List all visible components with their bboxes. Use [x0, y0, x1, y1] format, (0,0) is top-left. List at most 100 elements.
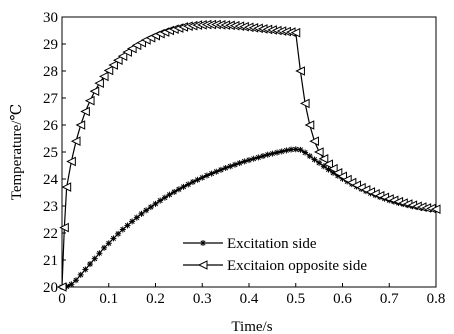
series-2-point: [75, 120, 86, 130]
series-1-point: [96, 250, 103, 257]
series-1-point: [152, 200, 159, 207]
series-2-point: [103, 65, 114, 76]
series-2-point: [117, 51, 128, 61]
series-2-point: [430, 204, 441, 215]
x-tick-label: 0.8: [427, 291, 446, 307]
series-1-point: [166, 191, 173, 198]
series-1-point: [199, 174, 206, 181]
series-2-point: [108, 60, 118, 70]
series-2-point: [94, 78, 104, 88]
series-1-point: [208, 170, 215, 177]
y-tick-label: 26: [43, 118, 59, 134]
series-1-point: [297, 146, 304, 153]
series-2-point: [56, 282, 67, 292]
y-tick-label: 28: [43, 64, 58, 80]
x-tick-label: 0: [58, 291, 66, 307]
series-2-point: [295, 66, 305, 76]
series-1-point: [222, 164, 229, 171]
y-tick-label: 20: [43, 280, 58, 296]
series-2-point: [112, 55, 123, 66]
series-2-point: [318, 153, 329, 164]
series-1-point: [260, 153, 267, 160]
series-1-point: [217, 166, 224, 173]
series-1-point: [129, 218, 136, 225]
series-1-point: [236, 160, 243, 167]
series-1-point: [82, 266, 89, 273]
x-tick-label: 0.1: [99, 291, 118, 307]
series-1-point: [105, 240, 112, 247]
x-tick-label: 0.5: [286, 291, 305, 307]
series-1-point: [316, 159, 323, 166]
series-1-point: [157, 197, 164, 204]
series-1-point: [147, 204, 154, 211]
series-1-point: [101, 244, 108, 251]
x-axis-label: Time/s: [231, 319, 272, 334]
series-1-point: [133, 214, 140, 221]
series-2-point: [70, 136, 81, 147]
series-1-point: [269, 150, 276, 157]
series-2-point: [89, 86, 100, 97]
series-2-point: [127, 43, 137, 54]
x-tick-label: 0.4: [240, 291, 259, 307]
series-1-point: [213, 168, 220, 175]
x-tick-label: 0.3: [193, 291, 212, 307]
series-2-point: [98, 71, 109, 82]
x-tick-label: 0.2: [146, 291, 165, 307]
series-1-point: [124, 222, 131, 229]
y-tick-label: 25: [43, 145, 58, 161]
legend-marker-2: [197, 260, 208, 270]
y-tick-label: 29: [43, 37, 58, 53]
series-1-point: [68, 281, 75, 288]
series-2-point: [61, 182, 72, 192]
series-2-point: [323, 159, 333, 169]
series-1-point: [264, 151, 271, 158]
series-1-point: [110, 235, 117, 242]
series-1-point: [143, 207, 150, 214]
y-axis-label: Temperature/℃: [9, 104, 25, 201]
series-2-point: [309, 136, 319, 147]
series-2-point: [314, 147, 324, 157]
series-1-point: [73, 277, 80, 284]
series-1-point: [161, 194, 168, 201]
series-2-point: [59, 222, 69, 233]
series-1-point: [274, 149, 281, 156]
y-tick-label: 22: [43, 226, 58, 242]
legend-label-2: Excitaion opposite side: [227, 258, 367, 274]
series-2-point: [328, 163, 338, 174]
series-1-point: [87, 261, 94, 268]
y-tick-label: 27: [43, 91, 59, 107]
series-1-point: [194, 176, 201, 183]
series-1-point: [283, 147, 290, 154]
y-tick-label: 21: [43, 253, 58, 269]
series-1-point: [292, 146, 299, 153]
series-1-point: [278, 148, 285, 155]
series-1-point: [302, 149, 309, 156]
series-2-point: [332, 167, 343, 178]
x-tick-label: 0.7: [380, 291, 399, 307]
series-1-point: [246, 157, 252, 164]
axes: 0 0.1 0.2 0.3 0.4 0.5 0.6 0.7 0.8 20 21 22 23 24 25 26 2…: [43, 10, 445, 307]
series-2-point: [299, 98, 310, 109]
series-1-point: [189, 178, 196, 185]
series-2-point: [304, 120, 315, 130]
series-1-point: [91, 255, 98, 262]
series-1-point: [231, 161, 238, 168]
series-1-point: [227, 163, 234, 170]
legend-marker-1: [200, 240, 206, 246]
series-1-point: [175, 186, 182, 193]
series-1-point: [171, 188, 178, 195]
series-2-point: [337, 171, 347, 182]
series-1-point: [119, 226, 126, 233]
series-1-point: [250, 155, 257, 162]
series-1-point: [77, 271, 84, 278]
series-1-point: [311, 156, 318, 163]
series-2-point: [66, 156, 76, 167]
series-1-point: [115, 230, 122, 237]
y-tick-label: 23: [43, 199, 58, 215]
y-tick-label: 30: [43, 10, 58, 26]
series-1-point: [241, 158, 248, 165]
series-layer: [56, 19, 441, 292]
legend: Excitation side Excitaion opposite side: [183, 236, 367, 274]
series-2-point: [80, 106, 90, 117]
